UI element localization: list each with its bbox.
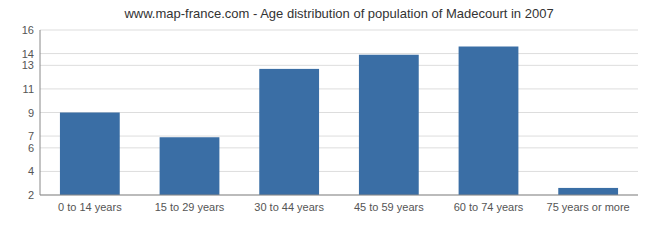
bar — [259, 69, 319, 195]
y-tick-label: 4 — [28, 165, 34, 177]
y-tick-label: 11 — [23, 83, 34, 95]
y-tick-label: 13 — [22, 59, 34, 71]
grid-line — [40, 53, 638, 54]
x-tick-label: 0 to 14 years — [58, 201, 122, 213]
x-tick-label: 60 to 74 years — [454, 201, 524, 213]
bar — [60, 113, 120, 196]
grid-line — [40, 112, 638, 113]
title: www.map-france.com - Age distribution of… — [123, 6, 553, 21]
x-tick-label: 15 to 29 years — [155, 201, 225, 213]
y-tick-label: 14 — [22, 48, 34, 60]
y-tick-label: 2 — [28, 189, 34, 201]
y-tick-label: 7 — [28, 130, 34, 142]
x-tick-label: 45 to 59 years — [354, 201, 424, 213]
y-axis-line — [40, 30, 41, 195]
x-tick-label: 75 years or more — [547, 201, 630, 213]
grid-line — [40, 147, 638, 148]
x-axis-line — [40, 195, 638, 196]
bar — [359, 55, 419, 195]
grid-line — [40, 30, 638, 31]
bar — [558, 188, 618, 195]
bar — [160, 137, 220, 195]
bars — [60, 47, 618, 196]
x-tick-label: 30 to 44 years — [254, 201, 324, 213]
y-tick-label: 9 — [28, 107, 34, 119]
y-tick-label: 16 — [22, 24, 34, 36]
grid — [40, 30, 638, 195]
grid-line — [40, 171, 638, 172]
grid-line — [40, 88, 638, 89]
bar — [459, 47, 519, 196]
chart-container: www.map-france.com - Age distribution of… — [0, 0, 650, 229]
grid-line — [40, 136, 638, 137]
grid-line — [40, 195, 638, 196]
y-tick-label: 6 — [28, 142, 34, 154]
chart-svg: www.map-france.com - Age distribution of… — [0, 0, 650, 229]
grid-line — [40, 65, 638, 66]
